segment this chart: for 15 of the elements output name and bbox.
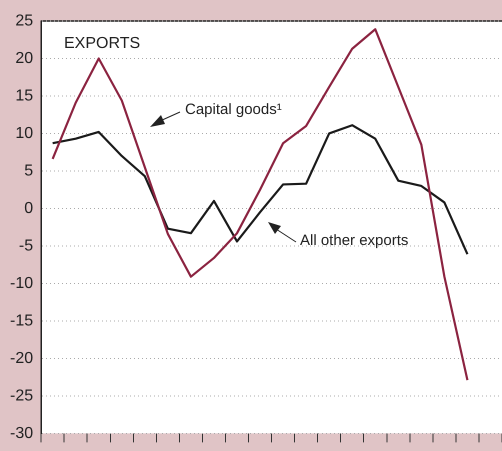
y-tick-label: -20 — [10, 350, 34, 367]
y-tick-label: -25 — [10, 387, 34, 404]
y-tick-label: 25 — [15, 12, 34, 30]
annotation: Capital goods¹ — [185, 101, 282, 118]
annotation: EXPORTS — [64, 35, 140, 53]
y-tick-label: -15 — [10, 312, 34, 330]
y-tick-label: 20 — [15, 50, 34, 67]
y-tick-label: -5 — [18, 237, 34, 254]
y-tick-label: -30 — [10, 424, 34, 442]
y-tick-label: -10 — [10, 274, 34, 292]
annotation: All other exports — [300, 232, 408, 249]
y-tick-label: 5 — [24, 162, 34, 180]
y-tick-label: 10 — [15, 124, 34, 142]
y-tick-label: 15 — [15, 87, 34, 104]
y-tick-label: 0 — [24, 200, 34, 217]
